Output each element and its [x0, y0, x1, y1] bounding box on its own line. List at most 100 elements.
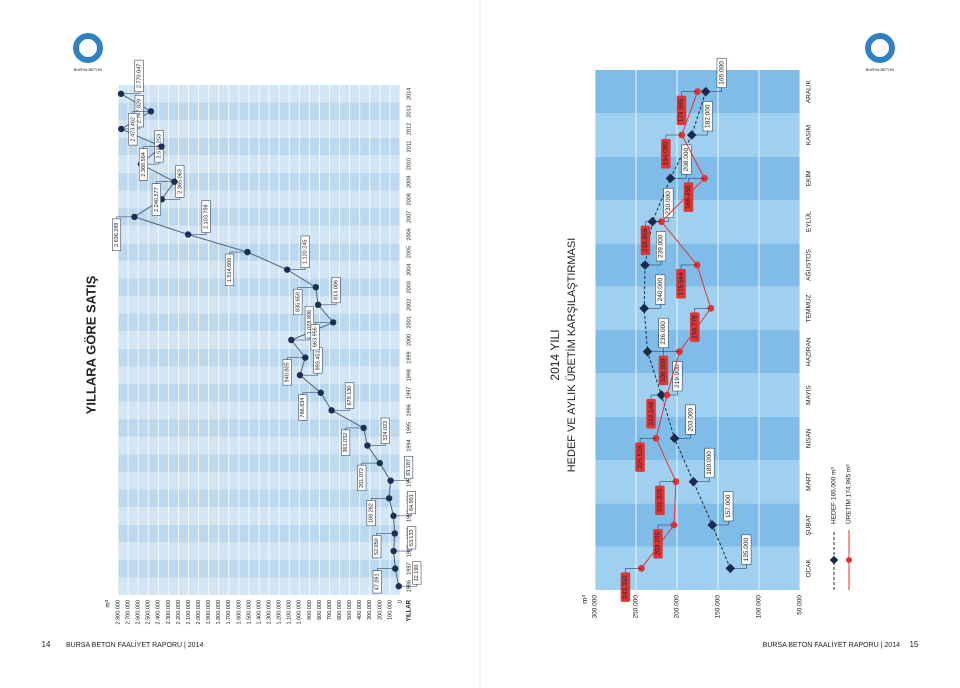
- plot-band: [595, 200, 800, 244]
- value-label: 240.000: [657, 277, 664, 301]
- value-label-box: [412, 561, 422, 585]
- value-label: 940.805: [285, 362, 291, 382]
- marker: [312, 284, 320, 291]
- value-label-box: [406, 491, 416, 515]
- x-tick-label: 2006: [406, 228, 412, 240]
- value-label-box: [380, 417, 390, 444]
- value-label-box: [653, 529, 663, 559]
- y-tick-label: 2.800.000: [115, 600, 121, 624]
- value-label-box: [702, 101, 713, 132]
- y-tick-label: 150.000: [715, 595, 722, 619]
- value-label-box: [345, 382, 355, 409]
- value-label-box: [407, 526, 417, 550]
- value-label: 208.000: [683, 147, 690, 171]
- marker: [693, 261, 701, 269]
- value-label: 180.000: [706, 451, 713, 475]
- value-label: 166.458: [685, 185, 692, 209]
- x-tick-label: 2005: [406, 246, 412, 258]
- value-label-box: [357, 464, 367, 491]
- value-label-box: [620, 572, 631, 602]
- legend-label: ÜRETİM 174.995 m³: [844, 464, 853, 524]
- value-label: 2.240.577: [154, 187, 160, 211]
- x-tick-label: 1999: [406, 351, 412, 363]
- y-tick-label: 100.000: [756, 595, 763, 619]
- page-number: 15: [910, 640, 919, 649]
- value-label-box: [676, 269, 686, 299]
- value-label-box: [658, 317, 669, 348]
- logo-text: BURSA BETON: [866, 67, 894, 72]
- y-tick-label: 1.200.000: [277, 600, 283, 624]
- value-label-box: [282, 359, 292, 386]
- value-label-box: [372, 570, 382, 594]
- value-label: 2.473.462: [130, 117, 136, 141]
- value-label: 243.352: [622, 575, 629, 599]
- value-label: 165.000: [718, 61, 725, 85]
- footer-text: BURSA BETON FAALİYET RAPORU | 2014: [763, 640, 900, 649]
- value-label-box: [331, 277, 341, 304]
- value-label-box: [372, 535, 382, 559]
- value-label-box: [293, 288, 303, 316]
- x-tick-label: AĞUSTOS: [804, 249, 813, 281]
- x-tick-label: 2002: [406, 299, 412, 311]
- value-label: 1.514.606: [227, 258, 233, 282]
- value-label-box: [310, 324, 320, 351]
- value-label-box: [300, 235, 310, 268]
- x-tick-label: 2007: [406, 211, 412, 223]
- value-label: 835.659: [295, 292, 301, 312]
- y-tick-label: 2.000.000: [196, 600, 202, 624]
- value-label: 324.023: [383, 421, 389, 441]
- x-tick-label: 1994: [406, 439, 412, 451]
- value-label-box: [134, 59, 144, 93]
- value-label-box: [676, 95, 687, 126]
- y-tick-label: 1.400.000: [256, 600, 262, 624]
- x-tick-label: TEMMUZ: [806, 294, 813, 322]
- value-label-box: [201, 200, 211, 233]
- marker: [672, 478, 680, 486]
- value-label-box: [690, 312, 700, 342]
- x-tick-label: 1998: [406, 369, 412, 381]
- y-tick-label: 0: [397, 600, 403, 603]
- y-tick-label: 300.000: [592, 595, 599, 619]
- value-label: 2.636.289: [114, 223, 120, 247]
- y-tick-label: 1.000.000: [297, 600, 303, 624]
- y-tick-label: 2.500.000: [146, 600, 152, 624]
- value-label-box: [655, 274, 666, 305]
- x-axis-label: YILLAR: [407, 599, 413, 621]
- x-tick-label: 1995: [406, 422, 412, 434]
- value-label: 813.006: [334, 280, 340, 300]
- value-label-box: [716, 57, 727, 88]
- marker: [652, 434, 660, 442]
- value-label: 196.998: [660, 358, 667, 382]
- y-tick-label: 200.000: [377, 600, 383, 620]
- value-label: 2.103.798: [204, 204, 210, 228]
- y-tick-label: 2.700.000: [126, 600, 132, 624]
- value-label: 2.767.829: [137, 99, 143, 123]
- value-label: 108.262: [369, 503, 375, 523]
- y-tick-label: 1.900.000: [206, 600, 212, 624]
- y-tick-label: 600.000: [337, 600, 343, 620]
- y-tick-label: 2.100.000: [186, 600, 192, 624]
- value-label: 93.187: [406, 459, 412, 476]
- value-label-box: [741, 534, 752, 565]
- y-tick-label: 250.000: [633, 595, 640, 619]
- plot-band: [595, 416, 800, 460]
- plot-band: [595, 373, 800, 417]
- value-label: 201.072: [359, 468, 365, 488]
- value-label-box: [224, 253, 234, 287]
- logo-left: BURSA BETON: [73, 33, 103, 72]
- value-label: 157.000: [725, 494, 732, 518]
- y-tick-label: 50.000: [797, 595, 804, 615]
- x-tick-label: 2000: [406, 334, 412, 346]
- x-tick-label: OCAK: [806, 558, 813, 577]
- value-label: 47.091: [375, 573, 381, 590]
- value-label: 135.000: [743, 537, 750, 561]
- value-label: 218.956: [642, 228, 649, 252]
- value-label-box: [663, 187, 674, 218]
- x-tick-label: 2010: [406, 158, 412, 170]
- y-tick-label: 300.000: [367, 600, 373, 620]
- plot-band: [595, 503, 800, 547]
- y-tick-label: 200.000: [674, 595, 681, 619]
- value-label: 212.148: [648, 402, 655, 426]
- x-tick-label: 2013: [406, 105, 412, 117]
